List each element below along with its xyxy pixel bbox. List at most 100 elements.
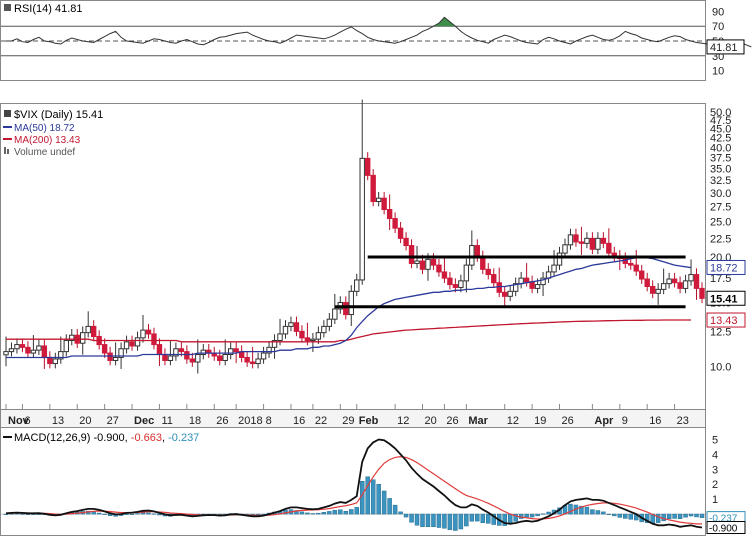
rsi-title: RSI(14) 41.81 [14,3,82,15]
candle [200,349,206,356]
macd-histogram-bar [3,513,9,515]
macd-histogram-bar [694,513,699,518]
rsi-last-value-box [706,39,745,55]
macd-histogram-bar [628,513,634,520]
candle [348,290,354,316]
macd-histogram-bar [480,513,486,523]
macd-histogram-bar [617,513,623,518]
macd-histogram-bar [146,512,151,515]
macd-histogram-bar [425,513,431,528]
macd-histogram-bar [507,513,513,525]
rsi-line [6,16,752,48]
rsi-tick-label: 70 [712,21,724,33]
volume-legend-icon [4,147,6,154]
x-tick-label: 11 [161,415,172,427]
candle [644,278,650,287]
candle [19,344,26,348]
price-tick-label: 32.5 [710,175,731,187]
ma50-legend-label: MA(50) 18.72 [14,123,75,134]
price-tick-label: 37.5 [710,153,731,165]
macd-histogram-bar [688,513,694,517]
candle [359,157,365,281]
candle [386,209,393,220]
candle [354,279,360,292]
x-tick-label: Mar [468,415,488,427]
macd-histogram-bar [20,513,25,515]
macd-tick-label: 5 [712,434,718,446]
macd-histogram-bar [655,513,661,523]
macd-histogram-bar [672,513,677,519]
candle [403,237,409,247]
candle [282,325,289,335]
candle [655,288,661,294]
ma200-legend: MA(200) 13.43 [3,135,81,146]
candle [491,274,497,284]
price-tick-label: 47.5 [710,115,731,127]
macd-histogram-bar [151,513,157,515]
candle [189,358,196,363]
macd-histogram-bar [661,513,666,522]
macd-histogram-bar [502,513,507,526]
candle [447,277,453,286]
candle [600,237,607,244]
macd-histogram-bar [365,476,370,515]
candle [123,341,130,350]
x-tick-label: 18 [189,415,201,427]
x-tick-label: 20 [79,415,91,427]
x-tick-label: 8 [266,415,272,427]
candle [699,287,705,299]
candle [693,274,700,289]
price-tick-label: 35.0 [710,163,731,175]
macd-histogram-bar [601,511,606,515]
candle [304,337,311,341]
macd-title: MACD(12,26,9) -0.900, -0.663, -0.237 [14,432,199,444]
candle [101,344,108,354]
price-tick-label: 12.5 [710,326,731,338]
ma50-legend: MA(50) 18.72 [3,123,75,134]
macd-histogram-bar [376,483,381,515]
price-last-label: 13.43 [710,315,738,327]
macd-histogram-bar [381,490,387,515]
price-tick-label: 45.0 [710,124,731,136]
candle [293,322,300,332]
macd-title-histogram: -0.237 [168,432,199,444]
macd-last-label: -0.900 [709,524,738,535]
macd-histogram-bar [442,513,447,529]
candle [227,348,234,356]
candle [523,277,530,283]
macd-histogram-bar [409,513,414,523]
x-tick-label: 19 [534,415,546,427]
candle [556,252,563,266]
macd-histogram-bar [420,513,425,528]
candle [156,344,163,356]
macd-histogram-bar [96,512,102,515]
candle [408,245,415,264]
candle [392,218,398,229]
x-tick-label: Nov [8,415,30,427]
macd-title-values: MACD(12,26,9) -0.900, [14,432,131,444]
macd-histogram-bar [316,512,321,515]
candle [129,341,135,347]
macd-histogram-bar [623,513,628,519]
macd-histogram-bar [129,513,135,515]
x-tick-label: 12 [507,415,519,427]
macd-histogram-bar [595,510,601,515]
macd-histogram-bar [469,513,475,522]
macd-histogram-bar [524,513,529,518]
candle [370,174,376,203]
candle [660,283,667,290]
candle [326,318,333,327]
x-tick-label: 9 [622,415,628,427]
x-tick-label: 2018 [238,415,262,427]
price-tick-label: 30.0 [710,188,731,200]
candle [52,358,59,365]
candle [222,354,228,361]
x-tick-label: 20 [425,415,437,427]
candle [25,346,31,354]
price-tick-label: 17.5 [710,273,731,285]
macd-histogram-bar [124,513,129,515]
candle [30,349,37,354]
rsi-tick-label: 10 [712,66,724,78]
